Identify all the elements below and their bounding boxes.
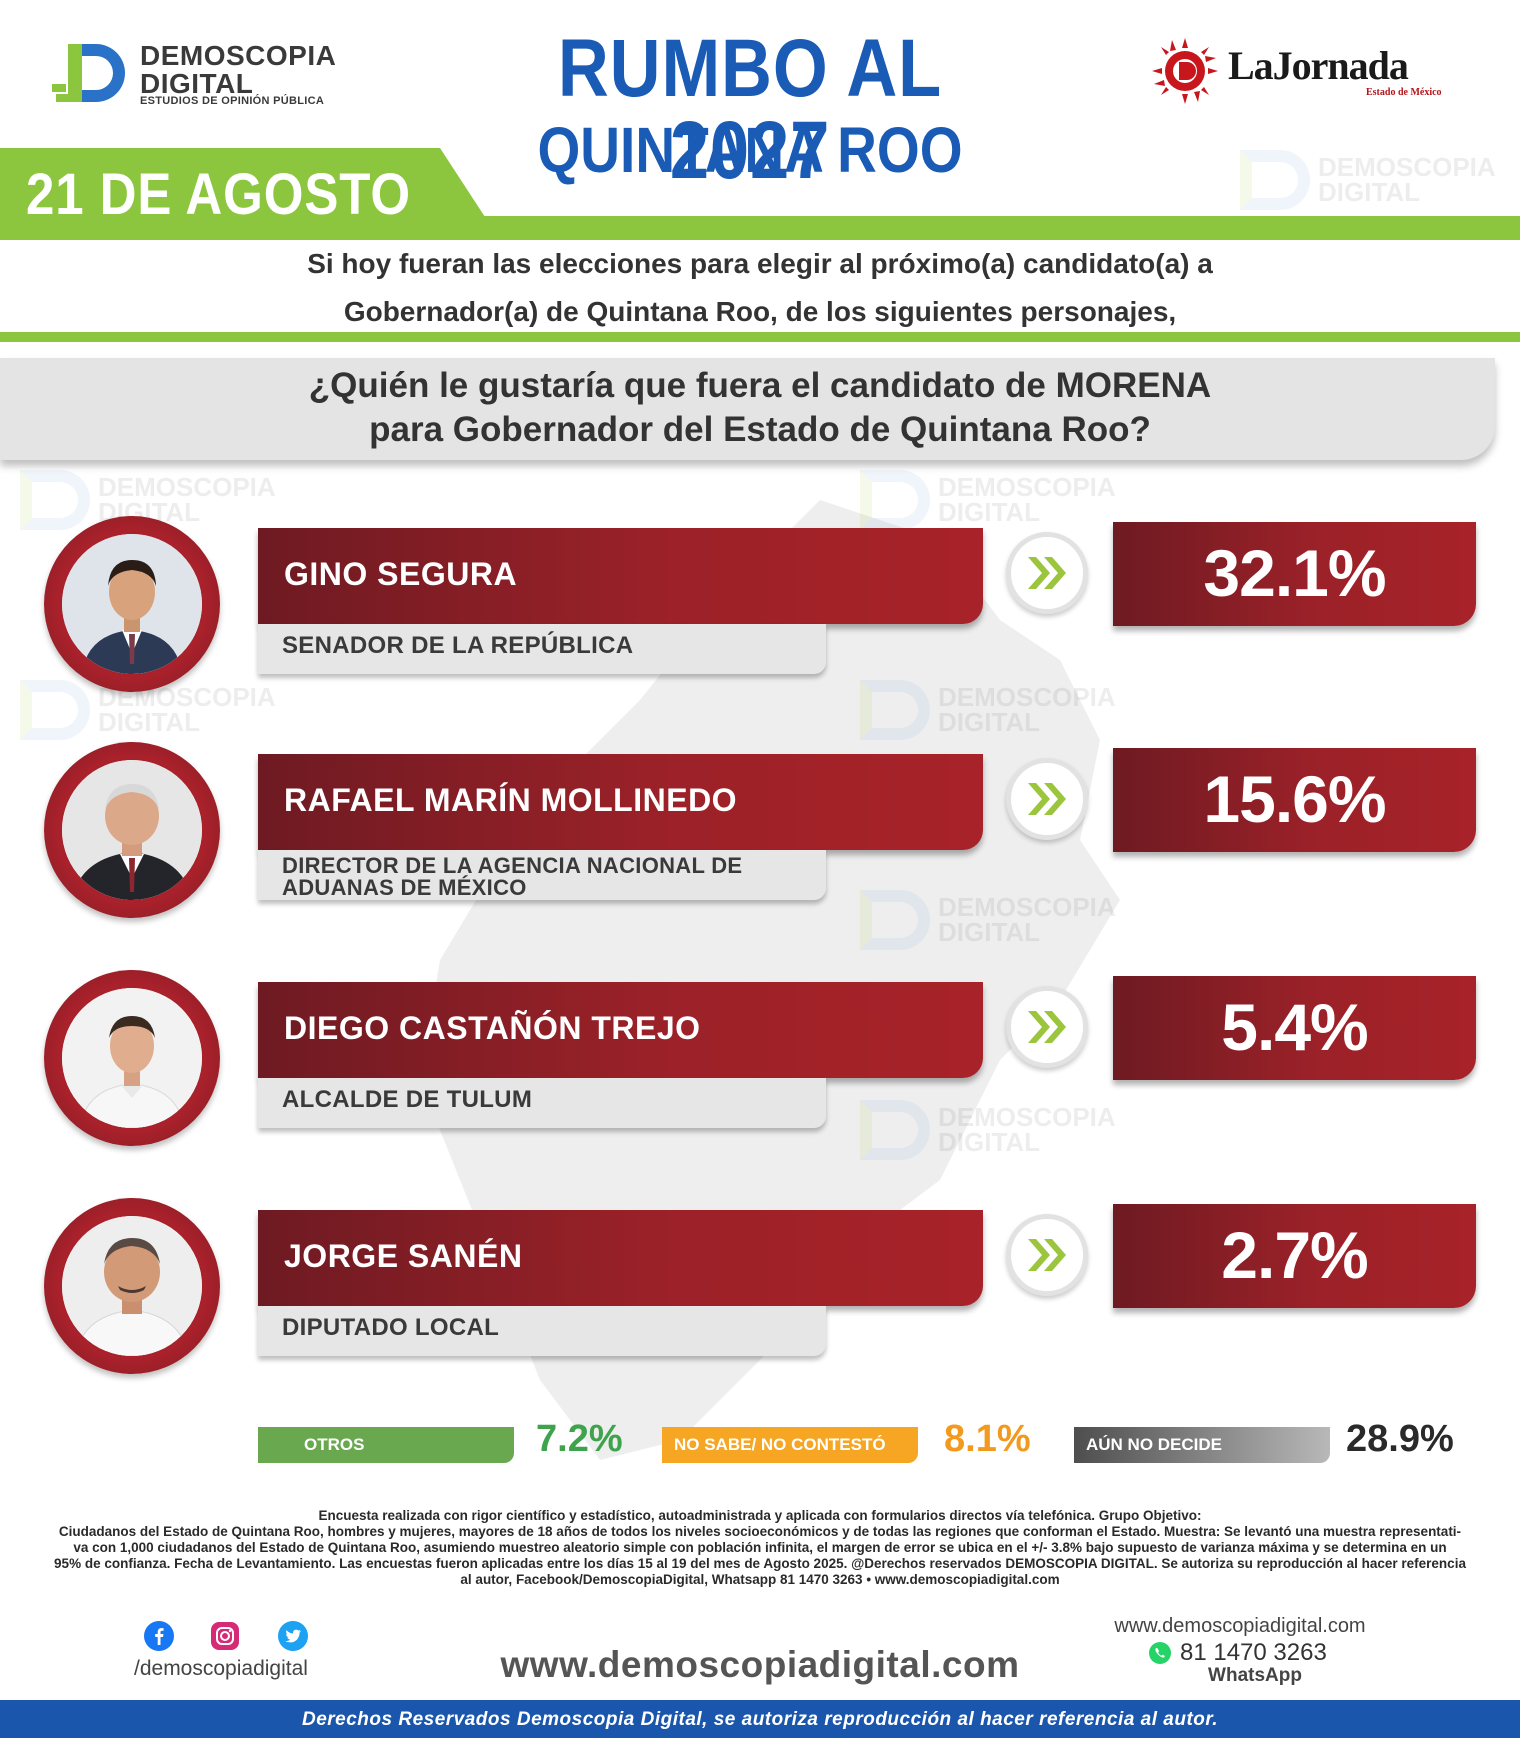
candidate-photo — [44, 970, 220, 1146]
candidate-role-bar: SENADOR DE LA REPÚBLICA — [258, 624, 826, 674]
methodology-note: Encuesta realizada con rigor científico … — [30, 1508, 1490, 1588]
watermark-logo: DEMOSCOPIA DIGITAL — [1240, 150, 1496, 210]
whatsapp-label: WhatsApp — [1208, 1665, 1302, 1686]
percent-bar: 32.1% — [1113, 522, 1476, 626]
candidate-row: JORGE SANÉN DIPUTADO LOCAL 2.7% — [0, 1198, 1520, 1378]
instagram-link[interactable] — [210, 1621, 240, 1651]
intro-line-2: Gobernador(a) de Quintana Roo, de los si… — [343, 296, 1177, 327]
double-chevron-right-icon — [1028, 557, 1066, 589]
candidate-role-line-1: DIRECTOR DE LA AGENCIA NACIONAL DE — [282, 853, 743, 878]
intro-line-1: Si hoy fueran las elecciones para elegir… — [307, 248, 1213, 279]
double-chevron-right-icon — [1028, 783, 1066, 815]
whatsapp-number[interactable]: 81 1470 3263 — [1180, 1639, 1327, 1666]
whatsapp-icon — [1149, 1642, 1171, 1664]
question-text: ¿Quién le gustaría que fuera el candidat… — [150, 364, 1370, 452]
page-title: RUMBO AL 2027 — [557, 23, 943, 196]
candidate-role-bar: DIPUTADO LOCAL — [258, 1306, 826, 1356]
candidate-name: RAFAEL MARÍN MOLLINEDO — [284, 782, 738, 818]
no-answer-percent: 8.1% — [944, 1418, 1031, 1460]
others-bar: OTROS — [258, 1427, 514, 1463]
footnote-line: va con 1,000 ciudadanos del Estado de Qu… — [73, 1540, 1447, 1555]
footnote-line: al autor, Facebook/DemoscopiaDigital, Wh… — [460, 1572, 1060, 1587]
twitter-icon — [278, 1621, 308, 1651]
candidate-photo — [44, 742, 220, 918]
candidate-name-bar: DIEGO CASTAÑÓN TREJO — [258, 982, 983, 1078]
candidate-role-line-2: ADUANAS DE MÉXICO — [282, 875, 527, 900]
candidate-percent: 2.7% — [1221, 1218, 1368, 1292]
undecided-percent: 28.9% — [1346, 1418, 1454, 1460]
facebook-icon — [144, 1621, 174, 1651]
arrow-badge — [1006, 532, 1088, 614]
percent-bar: 5.4% — [1113, 976, 1476, 1080]
arrow-badge — [1006, 1214, 1088, 1296]
percent-bar: 2.7% — [1113, 1204, 1476, 1308]
website-link-small[interactable]: www.demoscopiadigital.com — [1114, 1615, 1366, 1637]
social-handle[interactable]: /demoscopiadigital — [134, 1657, 308, 1680]
undecided-bar: AÚN NO DECIDE — [1074, 1427, 1330, 1463]
candidate-percent: 32.1% — [1203, 536, 1386, 610]
date-label: 21 DE AGOSTO — [26, 162, 411, 227]
rights-text: Derechos Reservados Demoscopia Digital, … — [301, 1709, 1219, 1730]
question-line-2: para Gobernador del Estado de Quintana R… — [369, 410, 1151, 449]
candidate-photo — [44, 1198, 220, 1374]
others-percent: 7.2% — [536, 1418, 623, 1460]
no-answer-label: NO SABE/ NO CONTESTÓ — [674, 1435, 886, 1454]
candidate-name: JORGE SANÉN — [284, 1238, 523, 1274]
logo-name-line1: DEMOSCOPIA — [140, 40, 337, 71]
la-jornada-name: LaJornada — [1228, 43, 1409, 88]
candidate-role: SENADOR DE LA REPÚBLICA — [282, 632, 634, 659]
candidate-row: DIEGO CASTAÑÓN TREJO ALCALDE DE TULUM 5.… — [0, 970, 1520, 1150]
instagram-icon — [211, 1622, 239, 1650]
candidate-name: DIEGO CASTAÑÓN TREJO — [284, 1010, 701, 1046]
candidate-name-bar: GINO SEGURA — [258, 528, 983, 624]
twitter-link[interactable] — [278, 1621, 308, 1651]
logo-tagline: ESTUDIOS DE OPINIÓN PÚBLICA — [140, 95, 325, 107]
website-link[interactable]: www.demoscopiadigital.com — [500, 1644, 1020, 1685]
candidate-percent: 15.6% — [1203, 762, 1386, 836]
person-icon — [62, 988, 202, 1128]
la-jornada-logo: LaJornada Estado de México — [1152, 38, 1452, 108]
candidate-name-bar: RAFAEL MARÍN MOLLINEDO — [258, 754, 983, 850]
person-icon — [62, 1216, 202, 1356]
question-line-1: ¿Quién le gustaría que fuera el candidat… — [308, 366, 1212, 405]
logo-name-line2: DIGITAL — [140, 68, 254, 99]
candidate-role: ALCALDE DE TULUM — [282, 1086, 533, 1113]
date-tab — [0, 148, 500, 240]
footnote-line: 95% de confianza. Fecha de Levantamiento… — [54, 1556, 1466, 1571]
percent-bar: 15.6% — [1113, 748, 1476, 852]
candidate-photo — [44, 516, 220, 692]
candidate-percent: 5.4% — [1221, 990, 1368, 1064]
candidate-name-bar: JORGE SANÉN — [258, 1210, 983, 1306]
person-icon — [62, 760, 202, 900]
demoscopia-digital-logo: DEMOSCOPIA DIGITAL ESTUDIOS DE OPINIÓN P… — [52, 40, 352, 110]
candidate-role: DIPUTADO LOCAL — [282, 1314, 500, 1341]
no-answer-bar: NO SABE/ NO CONTESTÓ — [662, 1427, 918, 1463]
candidate-role: DIRECTOR DE LA AGENCIA NACIONAL DE ADUAN… — [282, 855, 742, 899]
footnote-line: Ciudadanos del Estado de Quintana Roo, h… — [58, 1524, 1462, 1539]
green-divider-2 — [0, 332, 1520, 342]
candidate-row: GINO SEGURA SENADOR DE LA REPÚBLICA 32.1… — [0, 516, 1520, 696]
double-chevron-right-icon — [1028, 1239, 1066, 1271]
rights-band: Derechos Reservados Demoscopia Digital, … — [0, 1700, 1520, 1738]
candidate-row: RAFAEL MARÍN MOLLINEDO DIRECTOR DE LA AG… — [0, 742, 1520, 922]
others-label: OTROS — [304, 1435, 365, 1454]
arrow-badge — [1006, 986, 1088, 1068]
facebook-link[interactable] — [144, 1621, 174, 1651]
intro-text: Si hoy fueran las elecciones para elegir… — [160, 240, 1360, 336]
double-chevron-right-icon — [1028, 1011, 1066, 1043]
page-subtitle: QUINTANA ROO — [537, 114, 963, 186]
demoscopia-d-icon — [52, 44, 125, 102]
person-icon — [62, 534, 202, 674]
candidate-role-bar: ALCALDE DE TULUM — [258, 1078, 826, 1128]
candidate-name: GINO SEGURA — [284, 556, 518, 592]
arrow-badge — [1006, 758, 1088, 840]
la-jornada-sub: Estado de México — [1366, 87, 1442, 98]
candidate-role-bar: DIRECTOR DE LA AGENCIA NACIONAL DE ADUAN… — [258, 850, 826, 900]
footnote-line: Encuesta realizada con rigor científico … — [318, 1508, 1202, 1523]
sun-icon — [1152, 38, 1218, 104]
question-box — [0, 358, 1495, 460]
undecided-label: AÚN NO DECIDE — [1086, 1435, 1223, 1454]
